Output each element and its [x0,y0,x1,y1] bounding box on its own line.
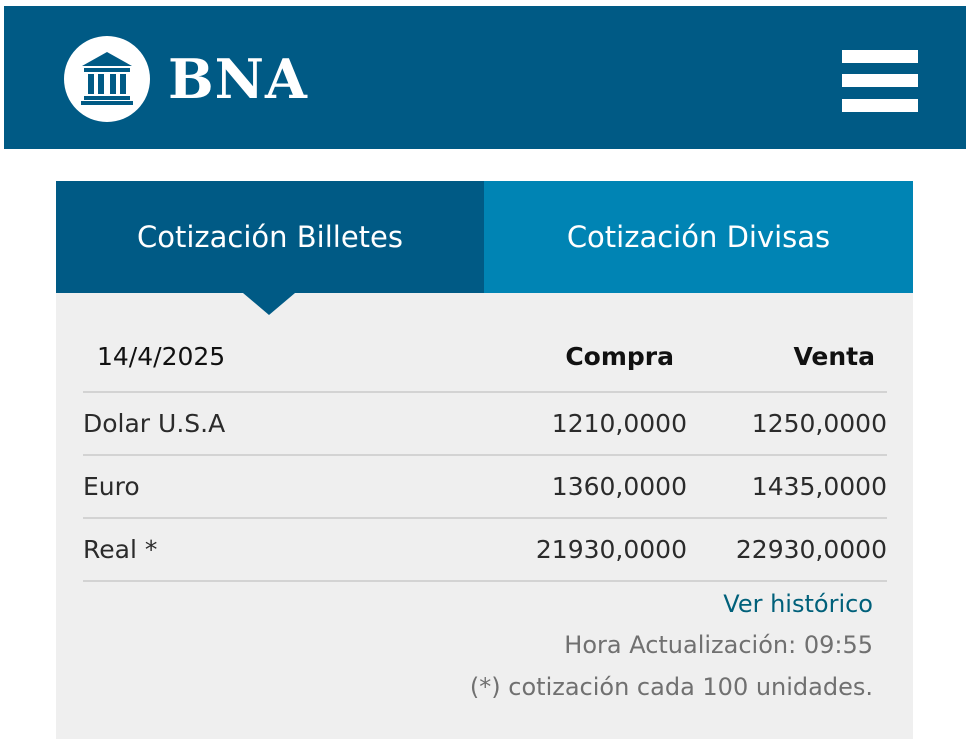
brand-name: BNA [168,47,308,111]
bank-building-icon [81,52,133,105]
tab-label: Cotización Billetes [137,220,403,254]
hamburger-menu-icon[interactable] [842,50,918,112]
compra-value: 1360,0000 [551,472,687,501]
column-header-compra: Compra [565,342,674,371]
compra-value: 21930,0000 [535,535,687,564]
exchange-rates-card: Cotización Billetes Cotización Divisas 1… [56,181,913,739]
logo[interactable] [64,36,150,122]
venta-value: 22930,0000 [735,535,887,564]
currency-name: Real * [83,535,158,564]
units-note: (*) cotización cada 100 unidades. [469,673,873,701]
table-row: Real * 21930,0000 22930,0000 [83,519,887,582]
compra-value: 1210,0000 [551,409,687,438]
tab-cotizacion-divisas[interactable]: Cotización Divisas [484,181,913,293]
column-header-venta: Venta [793,342,875,371]
tab-label: Cotización Divisas [566,220,831,254]
ver-historico-link[interactable]: Ver histórico [723,590,873,618]
tab-cotizacion-billetes[interactable]: Cotización Billetes [56,181,484,293]
rates-table: 14/4/2025 Compra Venta Dolar U.S.A 1210,… [83,323,887,582]
currency-name: Dolar U.S.A [83,409,226,438]
table-header-row: 14/4/2025 Compra Venta [83,323,887,393]
table-row: Dolar U.S.A 1210,0000 1250,0000 [83,393,887,456]
active-tab-pointer [243,293,295,315]
table-row: Euro 1360,0000 1435,0000 [83,456,887,519]
app-header: BNA [4,6,966,149]
rates-footer: Ver histórico Hora Actualización: 09:55 … [470,584,873,708]
venta-value: 1435,0000 [751,472,887,501]
update-time: Hora Actualización: 09:55 [564,631,873,659]
currency-name: Euro [83,472,140,501]
rates-date: 14/4/2025 [97,342,226,371]
venta-value: 1250,0000 [751,409,887,438]
